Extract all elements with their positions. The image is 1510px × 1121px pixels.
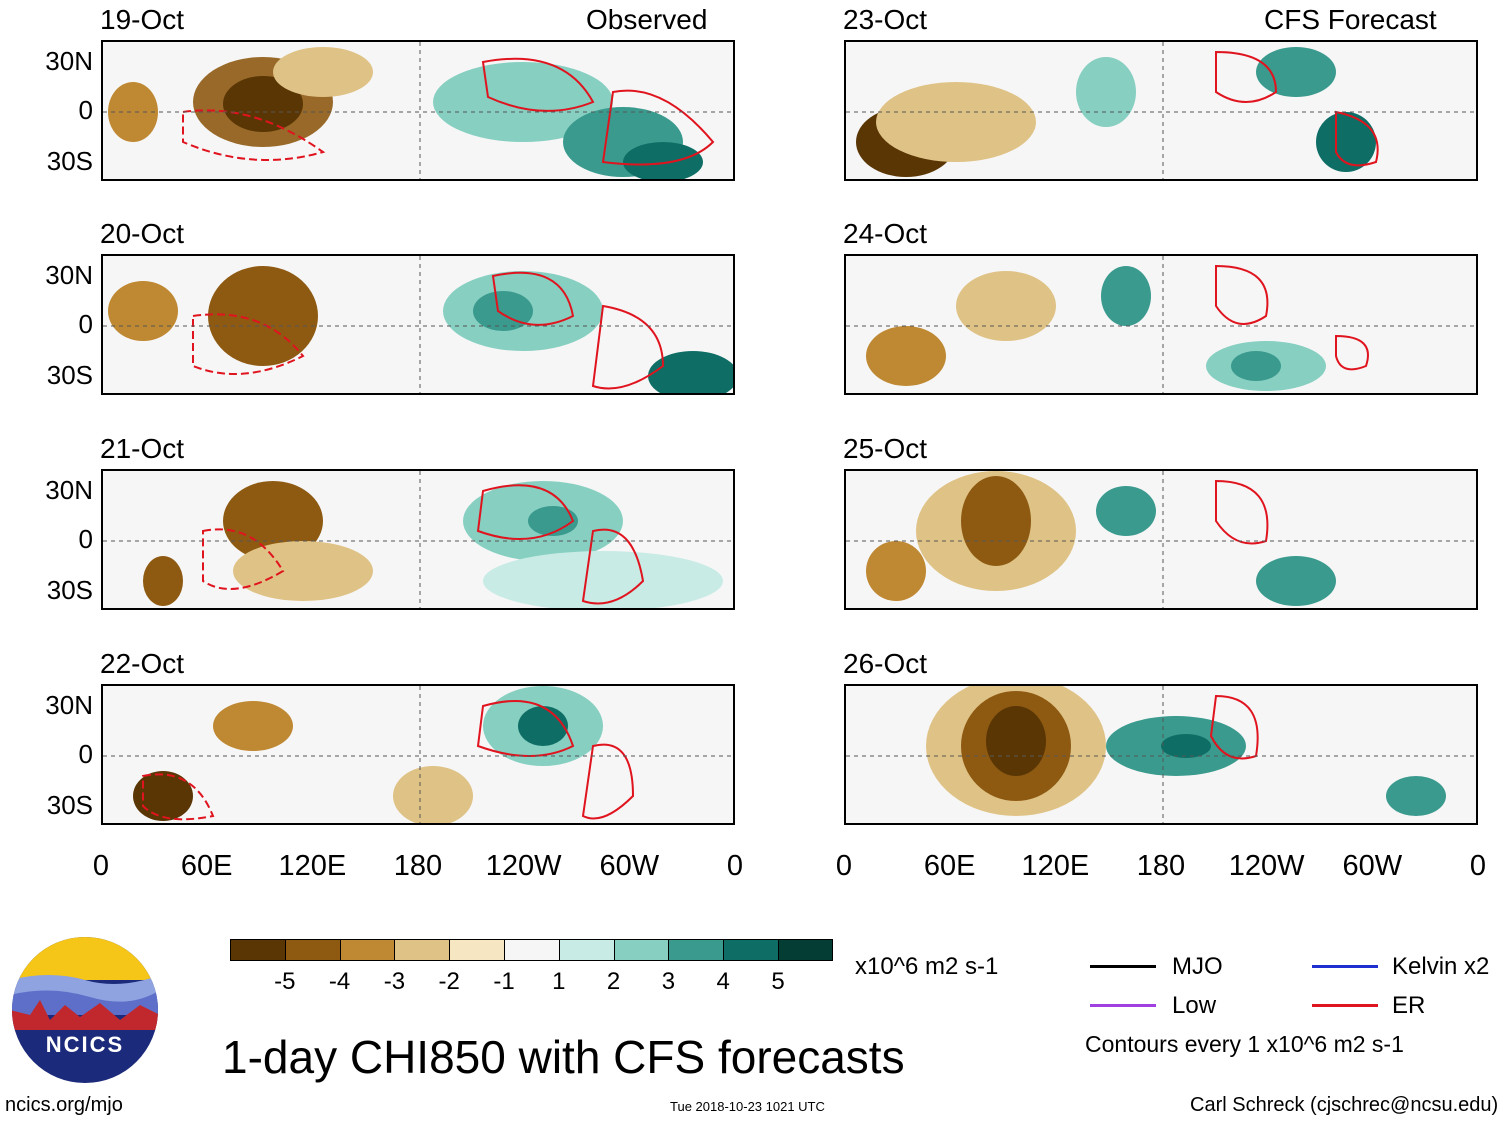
colorbar-swatch [778, 939, 833, 961]
lon-label: 120E [1021, 850, 1090, 882]
lon-label: 180 [1136, 850, 1186, 882]
colorbar-swatch [504, 939, 559, 961]
legend-er-line [1312, 1004, 1378, 1007]
lon-label: 180 [393, 850, 443, 882]
colorbar-units: x10^6 m2 s-1 [855, 953, 999, 980]
colorbar-label: -5 [274, 968, 296, 995]
ncics-logo: NCICS [10, 935, 160, 1085]
lon-label: 0 [835, 850, 853, 882]
lat-label: 30S [46, 146, 93, 176]
colorbar-swatch [394, 939, 450, 961]
colorbar-label: -3 [383, 968, 406, 995]
lat-label: 30N [45, 46, 93, 76]
lon-label: 0 [726, 850, 744, 882]
logo-text: NCICS [45, 1032, 125, 1057]
map-panel-obs-4 [101, 684, 735, 825]
lat-label: 30N [45, 260, 93, 290]
map-panel-fcst-2 [844, 254, 1478, 395]
observed-title: Observed [586, 4, 708, 35]
panel-date-obs-2: 20-Oct [100, 218, 185, 249]
lat-label: 0 [78, 309, 93, 339]
lat-label: 30S [46, 575, 93, 605]
panel-date-fcst-2: 24-Oct [843, 218, 928, 249]
colorbar-swatch [284, 939, 340, 961]
colorbar-swatch [339, 939, 395, 961]
footer-credit: Carl Schreck (cjschrec@ncsu.edu) [1190, 1094, 1499, 1116]
lat-label: 30S [46, 360, 93, 390]
legend-er-label: ER [1392, 992, 1426, 1019]
colorbar-label: 3 [661, 968, 676, 995]
legend-kelvin-label: Kelvin x2 [1392, 953, 1490, 980]
colorbar-label: -1 [493, 968, 515, 995]
lat-label: 30N [45, 475, 93, 505]
map-panel-obs-1 [101, 40, 735, 181]
legend-mjo-label: MJO [1172, 953, 1223, 980]
lon-label: 60E [923, 850, 976, 882]
legend-low-line [1090, 1004, 1156, 1007]
lon-label: 60E [180, 850, 233, 882]
legend-low-label: Low [1172, 992, 1217, 1019]
map-panel-obs-3 [101, 469, 735, 610]
colorbar-swatch [668, 939, 724, 961]
lat-label: 0 [78, 95, 93, 125]
lon-label: 120W [1228, 850, 1305, 882]
lon-label: 120E [278, 850, 347, 882]
colorbar-swatch [558, 939, 614, 961]
map-panel-obs-2 [101, 254, 735, 395]
lat-label: 0 [78, 739, 93, 769]
colorbar-label: 5 [771, 968, 785, 995]
panel-date-fcst-3: 25-Oct [843, 433, 928, 464]
colorbar-label: 2 [606, 968, 621, 995]
colorbar-swatch [449, 939, 504, 961]
panel-date-obs-3: 21-Oct [100, 433, 185, 464]
footer-url[interactable]: ncics.org/mjo [5, 1094, 123, 1116]
colorbar-label: 1 [552, 968, 566, 995]
map-panel-fcst-3 [844, 469, 1478, 610]
forecast-title: CFS Forecast [1264, 4, 1437, 35]
lon-label: 0 [1469, 850, 1487, 882]
main-title: 1-day CHI850 with CFS forecasts [222, 1031, 905, 1083]
colorbar-swatch [723, 939, 778, 961]
legend-mjo-line [1090, 965, 1156, 968]
colorbar-label: -2 [438, 968, 460, 995]
panel-date-fcst-4: 26-Oct [843, 648, 928, 679]
footer-timestamp: Tue 2018-10-23 1021 UTC [670, 1099, 825, 1114]
panel-date-obs-1: 19-Oct [100, 4, 185, 35]
colorbar-swatch [613, 939, 669, 961]
panel-date-obs-4: 22-Oct [100, 648, 185, 679]
lon-label: 60W [599, 850, 660, 882]
panel-date-fcst-1: 23-Oct [843, 4, 928, 35]
legend-kelvin-line [1312, 965, 1378, 968]
lat-label: 30N [45, 690, 93, 720]
map-panel-fcst-4 [844, 684, 1478, 825]
lat-label: 30S [46, 790, 93, 820]
contours-note: Contours every 1 x10^6 m2 s-1 [1085, 1031, 1404, 1057]
colorbar-label: 4 [716, 968, 730, 995]
lat-label: 0 [78, 524, 93, 554]
lon-label: 0 [92, 850, 110, 882]
lon-label: 120W [485, 850, 562, 882]
colorbar-label: -4 [328, 968, 351, 995]
lon-label: 60W [1342, 850, 1403, 882]
colorbar-swatch [230, 939, 285, 961]
map-panel-fcst-1 [844, 40, 1478, 181]
